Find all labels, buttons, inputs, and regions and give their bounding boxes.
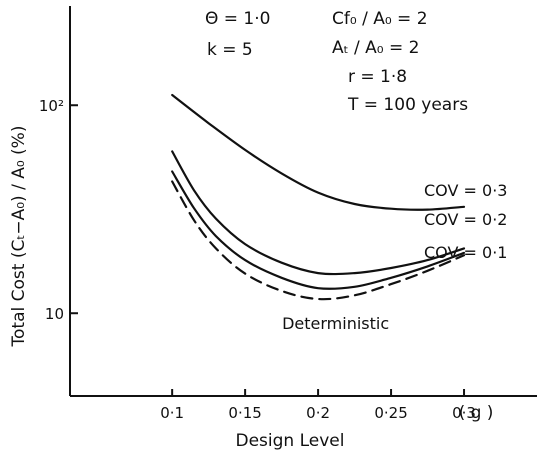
x-axis-unit: ( g ) <box>459 403 494 423</box>
y-tick-label: 10² <box>39 97 64 115</box>
x-tick-label: 0·2 <box>306 404 330 422</box>
series-line-cov-0-3 <box>171 93 466 211</box>
x-tick-label: 0·3 <box>452 404 476 422</box>
x-tick-label: 0·25 <box>374 404 407 422</box>
series-line-deterministic <box>171 180 466 301</box>
annotation-r: r = 1·8 <box>348 67 407 87</box>
annotation-cf-ratio: Cf₀ / A₀ = 2 <box>332 9 428 29</box>
y-axis-title: Total Cost (Cₜ−A₀) / A₀ (%) <box>9 126 29 348</box>
series-line-cov-0-2 <box>171 150 466 276</box>
series-label-deterministic: Deterministic <box>282 314 389 333</box>
annotation-k: k = 5 <box>207 40 253 60</box>
y-tick-label: 10 <box>45 305 64 323</box>
x-tick-label: 0·1 <box>160 404 184 422</box>
series-label-cov-0-1: COV = 0·1 <box>424 243 507 262</box>
series-label-cov-0-3: COV = 0·3 <box>424 181 507 200</box>
annotation-T: T = 100 years <box>347 95 468 115</box>
series-line-cov-0-1 <box>171 170 466 290</box>
x-axis-title: Design Level <box>236 431 345 451</box>
series-label-cov-0-2: COV = 0·2 <box>424 210 507 229</box>
annotation-theta: Θ = 1·0 <box>205 9 270 29</box>
annotation-at-ratio: Aₜ / A₀ = 2 <box>332 38 420 58</box>
x-tick-label: 0·15 <box>228 404 261 422</box>
